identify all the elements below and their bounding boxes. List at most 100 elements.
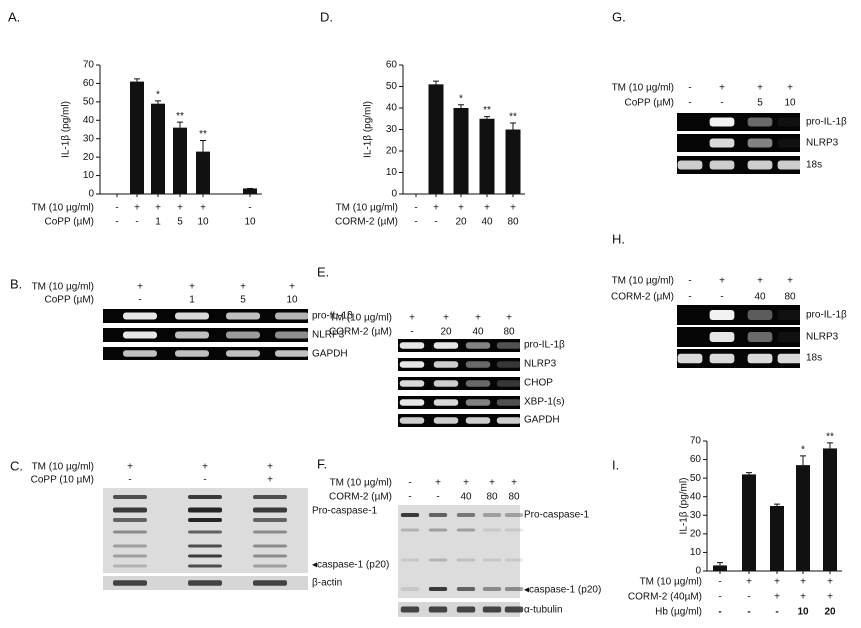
panel-label: I. <box>612 457 619 472</box>
condition-value: + <box>827 577 833 588</box>
condition-value: 80 <box>486 492 498 503</box>
error-bar <box>177 121 183 128</box>
gel-band <box>433 380 459 387</box>
condition-value: - <box>747 607 750 618</box>
band-label: NLRP3 <box>524 359 557 370</box>
gel-band <box>433 361 459 368</box>
condition-value: + <box>511 478 517 489</box>
bar <box>796 465 810 571</box>
gel-strip <box>398 358 520 371</box>
gel-band <box>496 342 522 349</box>
panel-label: B. <box>10 276 22 291</box>
blot-band <box>428 558 448 562</box>
condition-value: - <box>408 492 411 503</box>
gel-band <box>709 332 735 342</box>
gel-band <box>709 310 735 320</box>
gel-band <box>175 331 209 339</box>
significance: ** <box>826 431 834 442</box>
condition-value: + <box>800 592 806 603</box>
gel-band <box>226 312 260 320</box>
blot-band <box>188 554 222 558</box>
condition-value: + <box>800 577 806 588</box>
condition-value: 10 <box>286 295 298 306</box>
error-bar <box>484 116 490 119</box>
condition-value: 10 <box>797 607 809 618</box>
condition-value: 40 <box>460 492 472 503</box>
blot-band <box>400 587 420 591</box>
y-axis-label: IL-1β (pg/ml) <box>61 101 72 158</box>
gel-band <box>777 117 803 127</box>
blot-band <box>428 587 448 591</box>
condition-value: + <box>200 203 206 214</box>
error-bar <box>510 122 516 130</box>
blot-band <box>113 507 147 513</box>
condition-value: + <box>409 313 415 324</box>
blot-band <box>456 587 476 591</box>
condition-value: - <box>720 98 723 109</box>
gel-band <box>777 138 803 148</box>
condition-value: - <box>434 217 437 228</box>
gel-band <box>123 350 157 357</box>
condition-value: - <box>408 478 411 489</box>
panel-label: G. <box>612 9 626 24</box>
condition-value: + <box>489 478 495 489</box>
condition-value: + <box>757 276 763 287</box>
band-label: ◂caspase-1 (p20) <box>524 585 601 596</box>
bar <box>770 506 784 571</box>
y-tick-label: 40 <box>83 115 95 126</box>
condition-value: 40 <box>481 217 493 228</box>
blot-membrane <box>398 505 520 598</box>
y-tick-label: 20 <box>386 146 398 157</box>
condition-value: + <box>155 203 161 214</box>
condition-value: - <box>414 203 417 214</box>
y-tick-label: 10 <box>386 167 398 178</box>
condition-value: - <box>688 276 691 287</box>
gel-band <box>709 160 735 170</box>
condition-value: - <box>248 203 251 214</box>
y-tick-label: 60 <box>386 60 398 71</box>
panel-label: H. <box>612 231 625 246</box>
gel-band <box>677 160 703 170</box>
band-label: GAPDH <box>524 415 560 426</box>
gel-band <box>465 417 491 424</box>
condition-value: + <box>774 592 780 603</box>
panel-label: F. <box>317 456 327 471</box>
error-bar <box>800 455 806 466</box>
condition-value: 80 <box>784 292 796 303</box>
panel-label: A. <box>8 9 20 24</box>
gel-band <box>496 361 522 368</box>
condition-value: - <box>115 217 118 228</box>
condition-label: TM (10 µg/ml) <box>32 203 94 214</box>
blot-band <box>113 495 147 499</box>
panel-label: D. <box>320 9 333 24</box>
gel-band <box>275 331 309 339</box>
blot-band <box>253 554 287 558</box>
condition-value: 80 <box>503 327 515 338</box>
condition-label: TM (10 µg/ml) <box>336 203 398 214</box>
blot-band <box>188 495 222 499</box>
bar <box>243 188 257 194</box>
blot-band <box>504 606 524 613</box>
bar <box>742 474 756 571</box>
y-tick-label: 20 <box>690 528 702 539</box>
gel-band <box>226 350 260 357</box>
condition-value: - <box>115 203 118 214</box>
error-bar <box>155 100 161 104</box>
error-bar <box>746 472 752 475</box>
condition-value: + <box>433 203 439 214</box>
error-bar <box>717 562 723 566</box>
gel-strip <box>398 396 520 409</box>
gel-strip <box>677 305 800 325</box>
bar <box>196 151 210 194</box>
condition-value: + <box>757 83 763 94</box>
error-bar <box>458 104 464 108</box>
condition-value: + <box>506 313 512 324</box>
condition-value: + <box>510 203 516 214</box>
blot-band <box>113 580 147 586</box>
condition-label: CoPP (10 µM) <box>31 475 94 486</box>
condition-value: + <box>127 462 133 473</box>
blot-band <box>504 528 524 532</box>
blot-band <box>188 530 222 534</box>
condition-value: - <box>436 492 439 503</box>
